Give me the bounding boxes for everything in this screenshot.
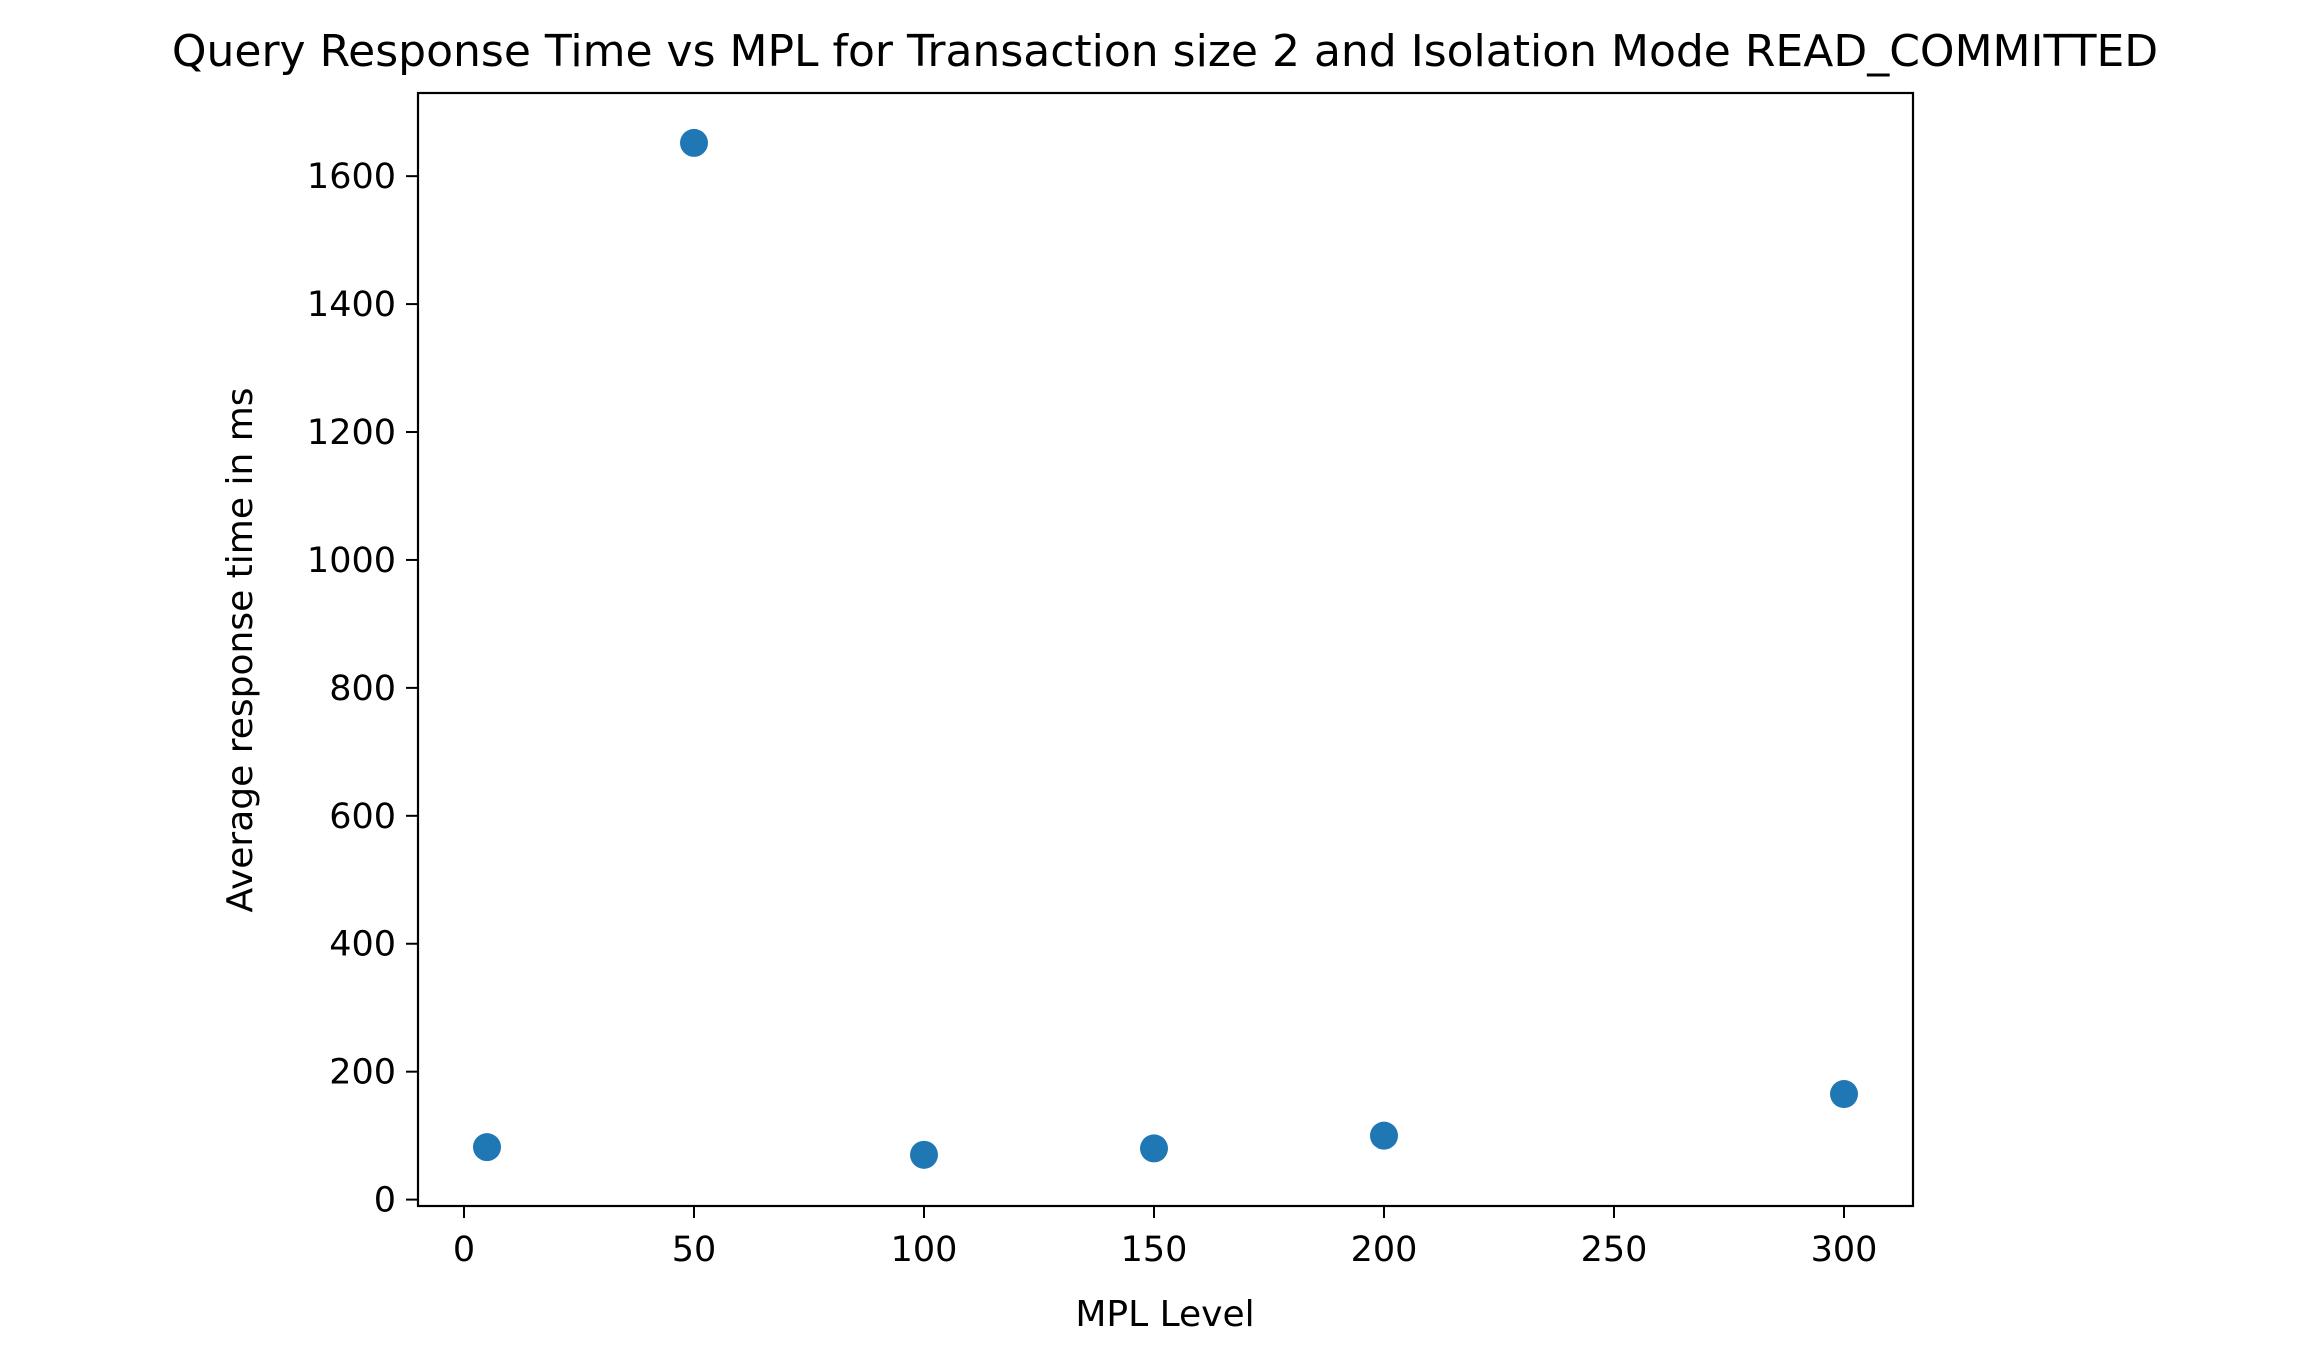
- x-tick-label: 0: [453, 1230, 475, 1270]
- y-tick-label: 1400: [307, 285, 396, 325]
- x-tick-label: 300: [1811, 1230, 1878, 1270]
- scatter-point: [1830, 1080, 1858, 1109]
- scatter-point: [473, 1133, 501, 1162]
- y-tick-label: 1000: [307, 541, 396, 581]
- plot-area-frame: [416, 91, 1915, 1208]
- x-tick-label: 200: [1351, 1230, 1418, 1270]
- y-tick-label: 1200: [307, 413, 396, 453]
- x-tick-label: 100: [891, 1230, 958, 1270]
- scatter-point: [680, 128, 708, 157]
- x-tick-label: 150: [1121, 1230, 1188, 1270]
- y-tick-label: 1600: [307, 157, 396, 197]
- x-tick-label: 50: [672, 1230, 717, 1270]
- data-points: [473, 128, 1858, 1169]
- y-tick-label: 200: [329, 1053, 396, 1093]
- scatter-point: [1140, 1134, 1168, 1163]
- y-axis-label: Average response time in ms: [220, 387, 261, 912]
- scatter-point: [1370, 1121, 1398, 1150]
- y-tick-label: 600: [329, 797, 396, 837]
- y-tick-label: 400: [329, 925, 396, 965]
- y-tick-label: 800: [329, 669, 396, 709]
- scatter-point: [910, 1140, 938, 1169]
- y-axis: 0 200 400 600 800 1000 1200 1400 1600: [307, 157, 418, 1221]
- x-tick-label: 250: [1581, 1230, 1648, 1270]
- x-axis-label: MPL Level: [1075, 1294, 1254, 1335]
- chart-title: Query Response Time vs MPL for Transacti…: [172, 26, 2158, 77]
- y-tick-label: 0: [374, 1181, 396, 1221]
- x-axis: 0 50 100 150 200 250 300: [453, 1206, 1878, 1270]
